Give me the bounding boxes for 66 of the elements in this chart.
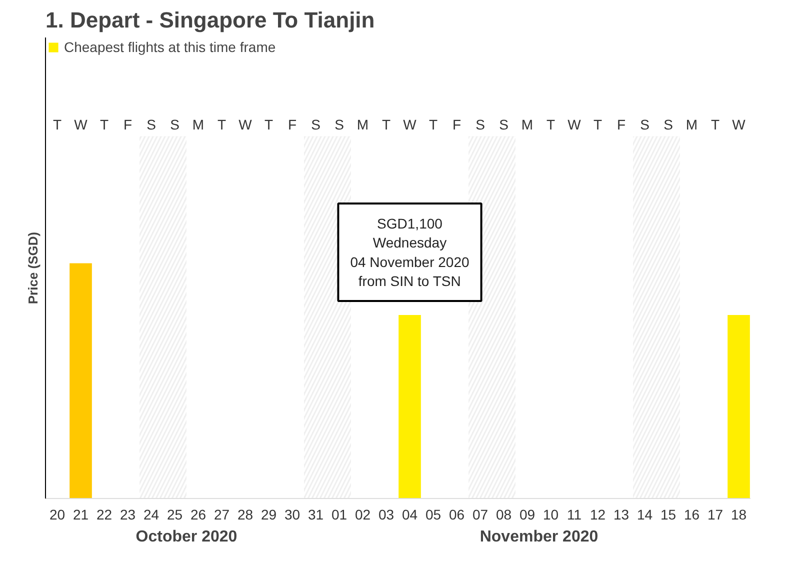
x-tick-label: 16: [684, 506, 700, 522]
text: S: [640, 116, 650, 133]
text: W: [74, 116, 88, 133]
x-tick-label: 18: [730, 506, 747, 522]
x-tick-label: 22: [96, 506, 112, 522]
x-tick-label: 29: [260, 506, 277, 522]
x-tick-label: 24: [143, 506, 160, 522]
x-tick-label: 27: [214, 506, 230, 522]
text: W: [238, 116, 253, 133]
x-tick-label: 15: [660, 506, 676, 522]
x-tick-label: 12: [590, 506, 606, 522]
text: T: [428, 116, 438, 133]
text: T: [710, 116, 720, 133]
x-tick-label: 06: [448, 506, 465, 522]
text: M: [192, 116, 204, 133]
text: M: [686, 116, 698, 133]
legend-label: Cheapest flights at this time frame: [64, 39, 276, 55]
text: S: [664, 116, 673, 133]
text: S: [170, 116, 180, 133]
x-tick-label: 17: [707, 506, 724, 522]
x-tick-label: 30: [284, 506, 300, 522]
text: T: [546, 116, 556, 133]
text: W: [732, 116, 746, 133]
x-tick-label: 13: [613, 506, 630, 522]
x-tick-label: 11: [566, 506, 582, 522]
text: W: [403, 116, 418, 133]
text: S: [499, 116, 508, 133]
y-axis-title: Price (SGD): [26, 232, 40, 304]
text: F: [452, 116, 462, 133]
text: W: [568, 116, 582, 133]
text: T: [100, 116, 109, 133]
text: F: [288, 116, 297, 133]
chart-title: 1. Depart - Singapore To Tianjin: [46, 8, 375, 32]
text: M: [356, 116, 369, 133]
x-tick-label: 02: [354, 506, 371, 522]
text: T: [52, 116, 62, 133]
text: T: [382, 116, 391, 133]
x-tick-label: 14: [636, 506, 653, 522]
x-tick-label: 20: [49, 506, 66, 522]
text: F: [616, 116, 626, 133]
text: T: [217, 116, 226, 133]
x-tick-label: 25: [166, 506, 183, 522]
x-tick-label: 08: [496, 506, 512, 522]
text: F: [123, 116, 132, 133]
text: T: [593, 116, 602, 133]
text: T: [264, 116, 274, 133]
x-tick-label: 09: [519, 506, 536, 522]
x-tick-label: 21: [72, 506, 89, 522]
text: October 2020: [136, 528, 238, 546]
text: November 2020: [480, 528, 598, 546]
annotation: SGD1,100 Wednesday 04 November 2020 from SIN to TSN: [350, 215, 470, 290]
x-tick-label: 03: [378, 506, 394, 522]
text: S: [476, 116, 485, 133]
x-tick-label: 05: [425, 506, 442, 522]
x-tick-label: 10: [542, 506, 559, 522]
x-tick-label: 28: [237, 506, 254, 522]
x-tick-label: 31: [308, 506, 324, 522]
x-tick-label: 04: [402, 506, 418, 522]
x-tick-label: 26: [190, 506, 206, 522]
text: S: [311, 116, 320, 133]
text: S: [334, 116, 344, 133]
x-tick-label: 23: [120, 506, 136, 522]
text: M: [521, 116, 534, 133]
x-tick-label: 01: [331, 506, 348, 522]
text: S: [146, 116, 156, 133]
x-tick-label: 07: [472, 506, 488, 522]
